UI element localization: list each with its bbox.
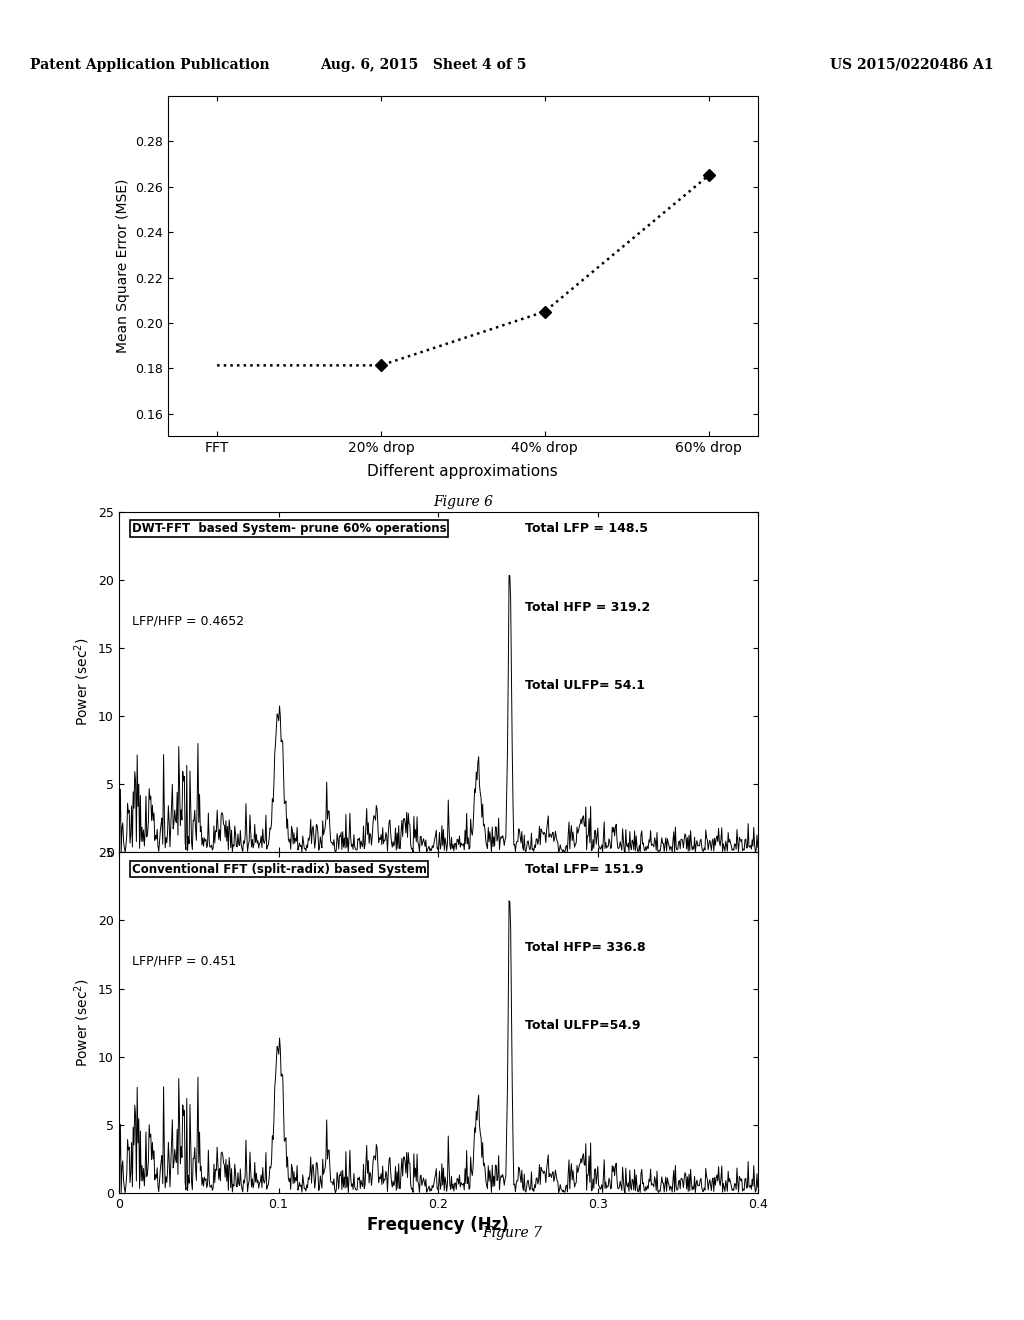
X-axis label: Different approximations: Different approximations [368, 463, 558, 479]
Y-axis label: Power (sec$^2$): Power (sec$^2$) [73, 978, 92, 1067]
Y-axis label: Mean Square Error (MSE): Mean Square Error (MSE) [116, 180, 130, 354]
Text: Conventional FFT (split-radix) based System: Conventional FFT (split-radix) based Sys… [131, 862, 426, 875]
Text: Figure 6: Figure 6 [433, 495, 493, 508]
X-axis label: Frequency (Hz): Frequency (Hz) [368, 1216, 509, 1234]
Text: Total ULFP=54.9: Total ULFP=54.9 [524, 1019, 640, 1032]
Text: LFP/HFP = 0.451: LFP/HFP = 0.451 [131, 954, 236, 968]
Text: DWT-FFT  based System- prune 60% operations: DWT-FFT based System- prune 60% operatio… [131, 523, 446, 535]
Text: US 2015/0220486 A1: US 2015/0220486 A1 [830, 58, 993, 71]
Text: Patent Application Publication: Patent Application Publication [31, 58, 270, 71]
Text: Total HFP= 336.8: Total HFP= 336.8 [524, 941, 645, 954]
Text: Total LFP= 151.9: Total LFP= 151.9 [524, 862, 643, 875]
Text: Total LFP = 148.5: Total LFP = 148.5 [524, 523, 647, 535]
Text: Aug. 6, 2015   Sheet 4 of 5: Aug. 6, 2015 Sheet 4 of 5 [321, 58, 526, 71]
Text: Total ULFP= 54.1: Total ULFP= 54.1 [524, 678, 644, 692]
Y-axis label: Power (sec$^2$): Power (sec$^2$) [73, 638, 92, 726]
Text: Figure 7: Figure 7 [482, 1226, 542, 1239]
Text: Total HFP = 319.2: Total HFP = 319.2 [524, 601, 650, 614]
Text: LFP/HFP = 0.4652: LFP/HFP = 0.4652 [131, 614, 244, 627]
